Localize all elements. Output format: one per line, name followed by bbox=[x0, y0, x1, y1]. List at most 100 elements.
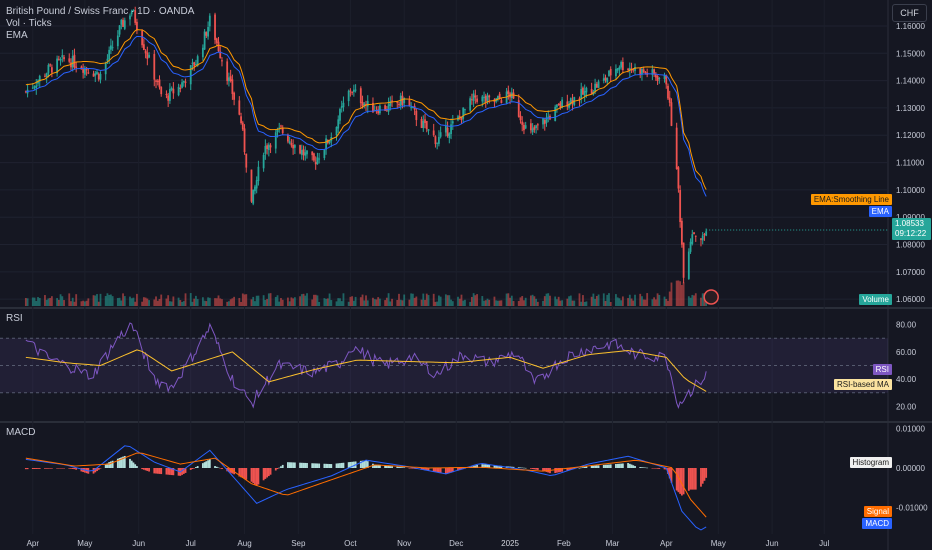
candle-body bbox=[561, 99, 564, 109]
price-tick-label: 1.07000 bbox=[896, 268, 925, 277]
time-tick-label: Jun bbox=[132, 539, 145, 548]
macd-panel-label[interactable]: MACD bbox=[6, 427, 36, 438]
candle-body bbox=[238, 100, 241, 115]
histogram-bar bbox=[339, 463, 341, 468]
histogram-bar bbox=[229, 468, 232, 473]
candle-body bbox=[85, 68, 88, 71]
volume-bar bbox=[507, 293, 510, 306]
candles-group bbox=[24, 6, 708, 284]
ema-indicator-label[interactable]: EMA bbox=[6, 30, 28, 41]
histogram-bar bbox=[287, 462, 289, 468]
volume-bar bbox=[217, 295, 220, 306]
histogram-bar bbox=[500, 465, 503, 468]
volume-bar bbox=[49, 297, 52, 306]
histogram-bar bbox=[634, 466, 636, 468]
histogram-bar bbox=[566, 468, 569, 471]
candle-body bbox=[583, 91, 586, 97]
histogram-bar bbox=[207, 460, 209, 468]
candle-body bbox=[446, 127, 449, 137]
histogram-bar bbox=[422, 468, 425, 470]
candle-body bbox=[396, 101, 399, 103]
histogram-bar bbox=[299, 462, 301, 468]
candle-body bbox=[694, 235, 697, 237]
volume-bar bbox=[531, 294, 534, 306]
volume-bar bbox=[434, 301, 437, 306]
volume-bar bbox=[56, 298, 58, 306]
histogram-bar bbox=[274, 468, 277, 471]
candle-body bbox=[703, 234, 706, 236]
candle-body bbox=[450, 124, 452, 135]
candle-body bbox=[464, 109, 466, 111]
volume-indicator-label[interactable]: Vol · Ticks bbox=[6, 18, 52, 29]
volume-bar bbox=[111, 296, 114, 306]
histogram-bar bbox=[278, 467, 281, 469]
candle-body bbox=[292, 144, 295, 149]
histogram-bar bbox=[401, 467, 404, 468]
volume-bar bbox=[578, 293, 581, 306]
candle-body bbox=[366, 100, 369, 107]
volume-bar bbox=[628, 294, 631, 306]
candle-body bbox=[351, 92, 354, 94]
volume-bar bbox=[189, 293, 192, 306]
candle-body bbox=[691, 234, 694, 244]
histogram-bar bbox=[557, 468, 560, 473]
volume-bar bbox=[167, 295, 170, 306]
volume-bar bbox=[214, 298, 216, 306]
chart-title: British Pound / Swiss Franc · 1D · OANDA bbox=[6, 6, 195, 17]
volume-bar bbox=[191, 301, 194, 306]
candle-body bbox=[274, 132, 277, 149]
candle-body bbox=[144, 50, 147, 54]
candle-body bbox=[700, 238, 702, 240]
histogram-bar bbox=[630, 464, 633, 468]
histogram-bar bbox=[342, 462, 345, 468]
volume-bar bbox=[269, 293, 272, 306]
candle-body bbox=[73, 54, 76, 68]
histogram-bar bbox=[316, 463, 319, 468]
candle-body bbox=[116, 35, 119, 47]
rsi-panel-label[interactable]: RSI bbox=[6, 313, 23, 324]
candle-body bbox=[123, 20, 126, 29]
candle-body bbox=[24, 91, 27, 93]
volume-bar bbox=[106, 293, 109, 306]
candle-body bbox=[231, 79, 234, 94]
candle-body bbox=[132, 9, 135, 11]
histogram-bar bbox=[158, 468, 161, 474]
candle-body bbox=[663, 75, 666, 80]
histogram-bar bbox=[73, 468, 76, 470]
candle-body bbox=[70, 62, 72, 68]
candle-body bbox=[545, 117, 548, 123]
volume-bar bbox=[519, 297, 522, 306]
currency-button[interactable]: CHF bbox=[892, 4, 927, 22]
histogram-bar bbox=[148, 468, 150, 472]
volume-bar bbox=[354, 296, 357, 306]
histogram-bar bbox=[486, 464, 489, 468]
volume-bar bbox=[326, 298, 329, 306]
candle-body bbox=[165, 93, 168, 95]
volume-bar bbox=[536, 301, 539, 306]
volume-bar bbox=[642, 299, 645, 306]
volume-bar bbox=[571, 300, 574, 306]
candle-body bbox=[472, 93, 475, 101]
volume-bar bbox=[694, 293, 697, 306]
volume-bar bbox=[302, 293, 305, 306]
volume-bar bbox=[401, 300, 404, 306]
candle-body bbox=[280, 125, 282, 127]
volume-bar bbox=[250, 299, 253, 306]
volume-bar bbox=[483, 300, 485, 306]
volume-bar bbox=[75, 294, 78, 306]
volume-bar bbox=[184, 293, 187, 306]
volume-bar bbox=[109, 294, 112, 306]
price-tick-label: 1.16000 bbox=[896, 22, 925, 31]
histogram-bar bbox=[80, 468, 83, 472]
candle-body bbox=[521, 121, 524, 125]
histogram-bar bbox=[146, 468, 149, 471]
histogram-bar bbox=[264, 468, 267, 479]
histogram-bar bbox=[26, 468, 29, 470]
candle-body bbox=[269, 145, 272, 148]
volume-bar bbox=[108, 294, 111, 306]
candle-body bbox=[651, 69, 654, 75]
candle-body bbox=[33, 86, 36, 88]
histogram-bar bbox=[444, 468, 447, 475]
volume-bar bbox=[238, 297, 241, 306]
